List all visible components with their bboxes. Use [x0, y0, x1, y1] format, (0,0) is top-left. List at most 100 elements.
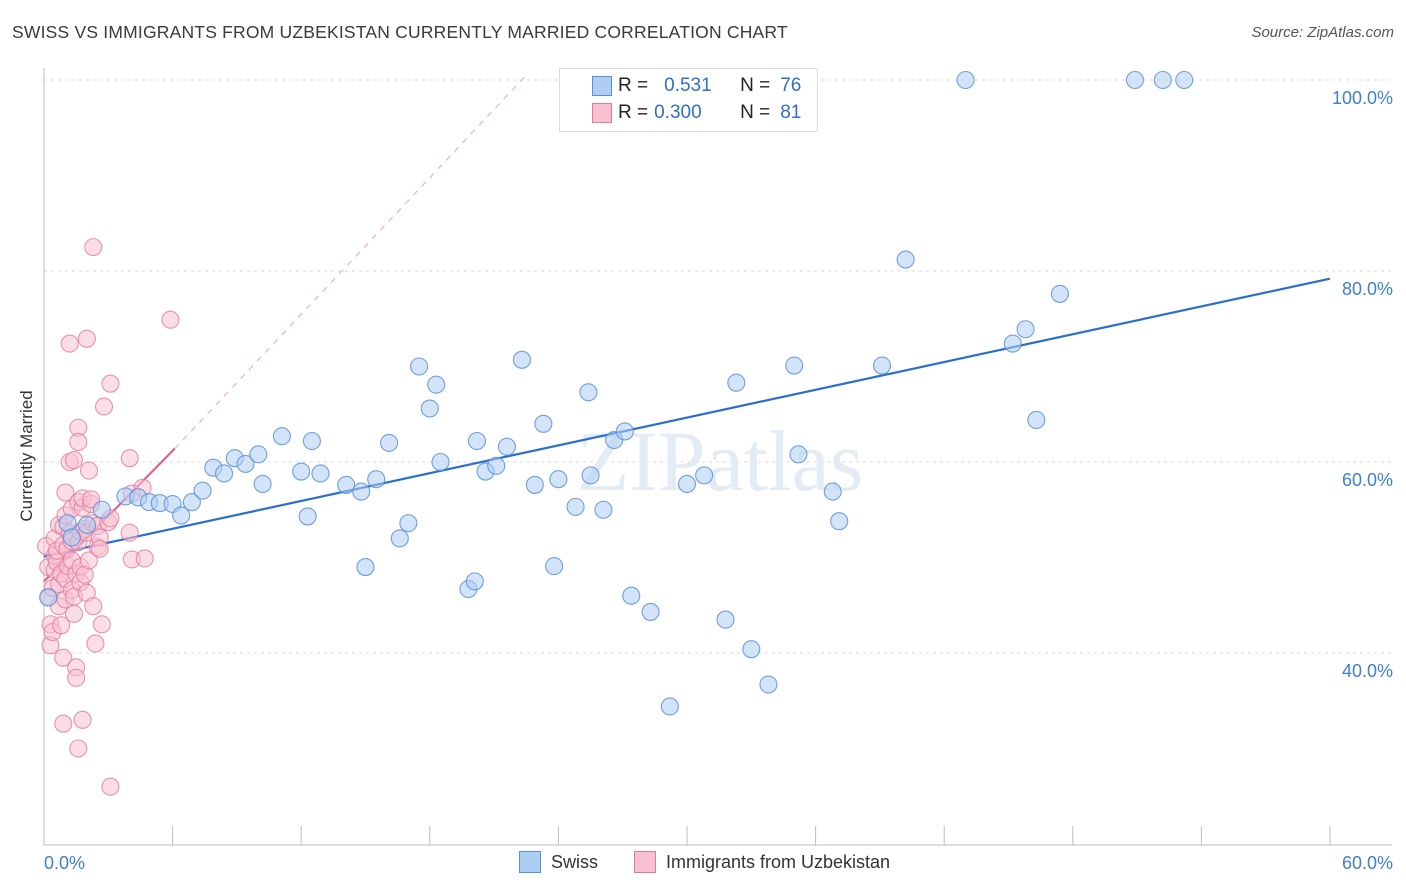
swiss-point	[789, 445, 808, 464]
swiss-point	[695, 466, 714, 485]
swiss-point	[1003, 334, 1022, 353]
swiss-point	[427, 375, 446, 394]
swiss-point	[214, 464, 234, 483]
swiss-point	[236, 454, 255, 473]
uzbek-point	[64, 451, 84, 470]
swiss-point	[298, 507, 317, 526]
uzbek-point	[161, 310, 180, 329]
r-value: 0.300	[654, 102, 702, 123]
x-tick-label: 60.0%	[1342, 853, 1393, 873]
swiss-point	[716, 610, 735, 629]
n-label: N =	[740, 102, 771, 123]
r-label: R =	[618, 102, 649, 123]
uzbek-trend-extension	[174, 74, 527, 450]
r-value: 0.531	[664, 75, 712, 96]
swiss-point	[727, 373, 746, 392]
swiss-point	[549, 470, 568, 489]
swiss-point	[356, 557, 375, 577]
swiss-point	[956, 70, 975, 90]
swiss-point	[1175, 70, 1194, 90]
swiss-points	[39, 70, 1194, 716]
uzbek-point	[94, 397, 114, 416]
swiss-point	[1125, 70, 1145, 90]
legend-row-uzbek: R = 0.300 N = 81	[592, 101, 801, 125]
r-label: R =	[618, 75, 649, 96]
swiss-point	[182, 493, 201, 512]
swiss-point	[410, 357, 429, 376]
swiss-point	[272, 427, 291, 446]
uzbek-point	[120, 449, 139, 468]
uzbek-point	[135, 549, 154, 568]
swiss-point	[367, 470, 386, 489]
uzbek-legend-label: Immigrants from Uzbekistan	[666, 851, 891, 872]
uzbek-point	[60, 334, 79, 353]
swiss-point	[352, 482, 371, 501]
swiss-point	[253, 474, 272, 494]
swiss-swatch	[519, 851, 541, 873]
swiss-point	[896, 250, 915, 269]
uzbek-point	[120, 523, 139, 542]
chart-title: SWISS VS IMMIGRANTS FROM UZBEKISTAN CURR…	[12, 22, 788, 42]
y-tick-label: 100.0%	[1332, 88, 1393, 108]
legend-row-swiss: R = 0.531 N = 76	[592, 74, 801, 98]
swiss-point	[1016, 320, 1035, 339]
uzbek-point	[73, 710, 92, 729]
swiss-point	[785, 356, 804, 375]
swiss-point	[92, 500, 111, 519]
swiss-point	[622, 586, 641, 605]
uzbek-swatch	[634, 851, 656, 873]
uzbek-point	[84, 238, 103, 257]
swiss-point	[399, 514, 418, 533]
uzbek-point	[79, 461, 99, 480]
swiss-point	[545, 557, 564, 576]
swiss-point	[467, 431, 487, 451]
tick-labels: 40.0% 60.0% 80.0% 100.0% 0.0% 60.0%	[44, 88, 1393, 873]
uzbek-point	[69, 739, 88, 758]
axes	[43, 68, 1392, 846]
uzbek-point	[79, 551, 99, 570]
swiss-point	[431, 452, 450, 472]
swiss-point	[534, 414, 553, 433]
swiss-point	[292, 462, 311, 481]
swiss-point	[579, 383, 598, 402]
swiss-point	[677, 474, 697, 494]
swiss-point	[311, 464, 330, 483]
swiss-point	[193, 481, 212, 500]
uzbek-point	[52, 616, 71, 635]
x-tick-label: 0.0%	[44, 853, 85, 873]
uzbek-point	[67, 668, 86, 687]
uzbek-point	[77, 329, 96, 348]
bottom-legend-uzbek: Immigrants from Uzbekistan	[634, 851, 890, 873]
uzbek-point	[92, 615, 111, 634]
uzbek-point	[101, 777, 120, 796]
correlation-legend: R = 0.531 N = 76 R = 0.300 N = 81	[559, 68, 818, 132]
swiss-point	[660, 697, 679, 716]
swiss-point	[487, 456, 506, 475]
n-label: N =	[740, 75, 771, 96]
source-label: Source: ZipAtlas.com	[1251, 24, 1394, 41]
swiss-point	[1050, 284, 1069, 303]
swiss-point	[512, 350, 532, 369]
swiss-point	[830, 512, 849, 531]
swiss-point	[641, 602, 660, 621]
swiss-point	[742, 640, 761, 659]
swiss-legend-label: Swiss	[551, 851, 599, 872]
uzbek-point	[54, 714, 73, 733]
uzbek-point	[101, 374, 120, 393]
swiss-point	[390, 529, 409, 548]
bottom-legend-swiss: Swiss	[519, 851, 598, 873]
swiss-swatch	[592, 76, 612, 96]
swiss-point	[525, 475, 544, 494]
gridlines	[44, 79, 1392, 654]
uzbek-point	[64, 604, 84, 623]
y-tick-label: 60.0%	[1342, 470, 1393, 490]
swiss-trend-line	[43, 277, 1331, 558]
swiss-point	[39, 588, 58, 607]
swiss-point	[581, 466, 600, 485]
uzbek-point	[84, 597, 103, 616]
swiss-point	[1027, 410, 1046, 430]
swiss-point	[62, 528, 81, 547]
swiss-point	[615, 422, 634, 441]
uzbek-point	[90, 539, 109, 558]
